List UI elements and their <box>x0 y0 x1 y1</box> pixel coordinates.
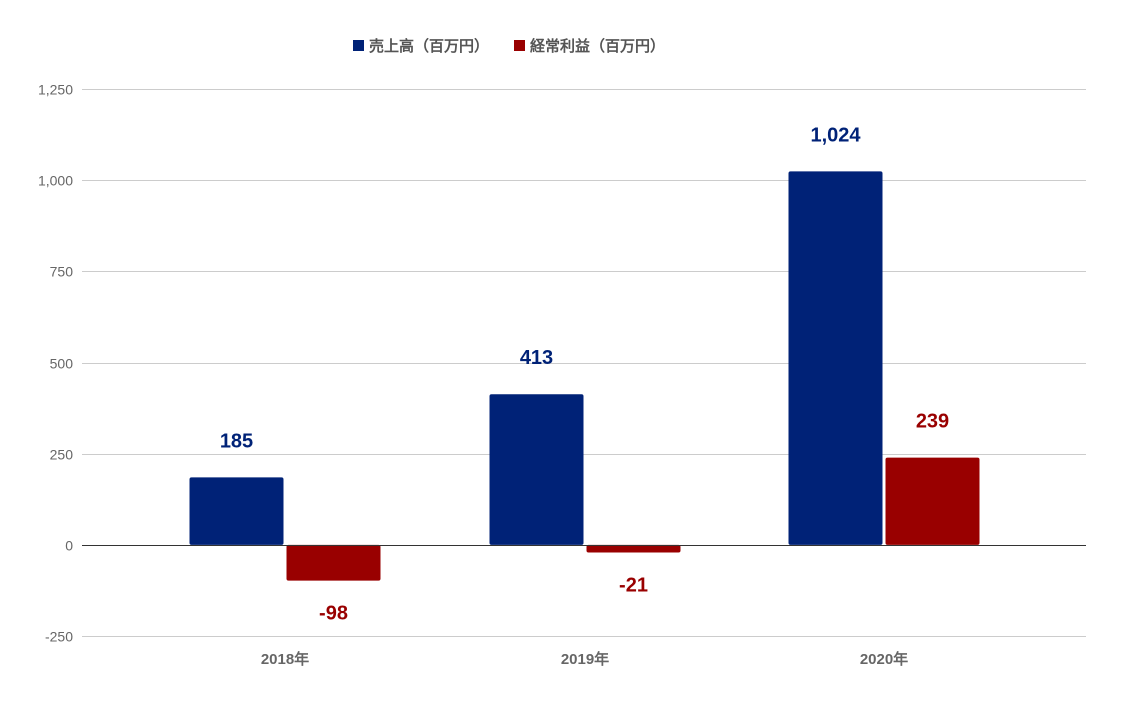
bar-sales <box>189 477 284 545</box>
data-label-profit: -21 <box>619 574 648 596</box>
legend-label: 経常利益（百万円） <box>530 37 665 55</box>
y-tick-label: 1,000 <box>38 173 73 189</box>
data-label-sales: 1,024 <box>810 124 861 146</box>
grid-lines <box>82 89 1086 637</box>
x-category-label: 2018年 <box>261 650 309 668</box>
y-tick-label: 250 <box>50 447 74 463</box>
x-category-label: 2019年 <box>561 650 609 668</box>
legend: 売上高（百万円） 経常利益（百万円） <box>353 37 665 55</box>
axes: -250 0 250 500 750 1,000 1,250 2018年 2019年 2020年 <box>38 82 1086 668</box>
legend-item-profit: 経常利益（百万円） <box>514 37 665 55</box>
bar-profit <box>286 544 381 581</box>
y-tick-label: 500 <box>50 356 74 372</box>
data-labels: 185 413 1,024 -98 -21 239 <box>220 124 949 624</box>
y-tick-label: -250 <box>45 629 73 645</box>
legend-label: 売上高（百万円） <box>369 37 489 55</box>
y-tick-label: 1,250 <box>38 82 73 98</box>
bars <box>189 171 980 581</box>
legend-swatch <box>353 40 364 51</box>
bar-profit <box>885 457 980 545</box>
bar-sales <box>788 171 883 545</box>
legend-swatch <box>514 40 525 51</box>
data-label-profit: 239 <box>916 411 949 433</box>
legend-item-sales: 売上高（百万円） <box>353 37 489 55</box>
data-label-sales: 185 <box>220 430 253 452</box>
y-tick-label: 750 <box>50 264 74 280</box>
bar-profit <box>586 544 681 553</box>
data-label-sales: 413 <box>520 347 553 369</box>
x-category-label: 2020年 <box>860 650 908 668</box>
y-tick-label: 0 <box>65 538 73 554</box>
data-label-profit: -98 <box>319 603 348 625</box>
bar-sales <box>489 394 584 545</box>
